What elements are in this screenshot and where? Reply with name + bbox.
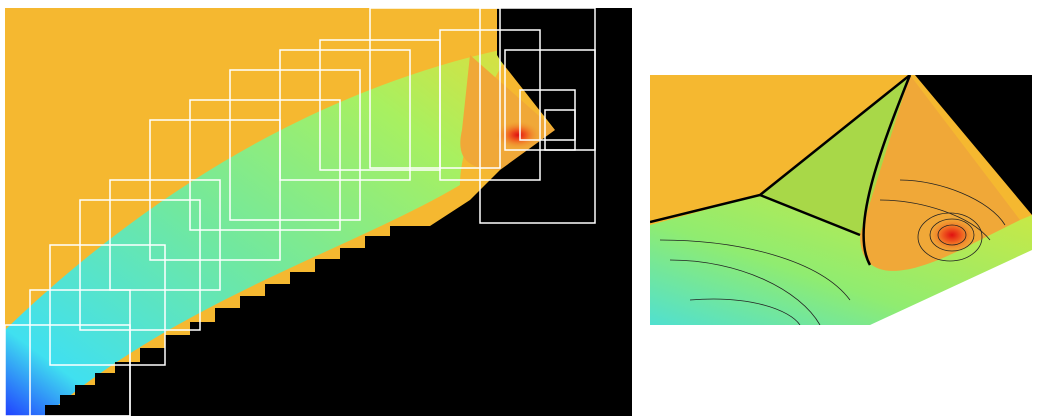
solid-region <box>45 8 632 416</box>
contours <box>659 179 1006 325</box>
mesh-boxes <box>5 8 596 416</box>
shocks <box>650 75 912 266</box>
flow-region <box>650 195 1032 325</box>
wedge <box>860 75 1020 271</box>
left-panel <box>5 8 632 416</box>
solid-top <box>915 75 1032 215</box>
blank-corner <box>870 250 1032 325</box>
right-panel <box>650 75 1032 325</box>
vortex <box>496 121 540 149</box>
vortex <box>927 217 977 253</box>
